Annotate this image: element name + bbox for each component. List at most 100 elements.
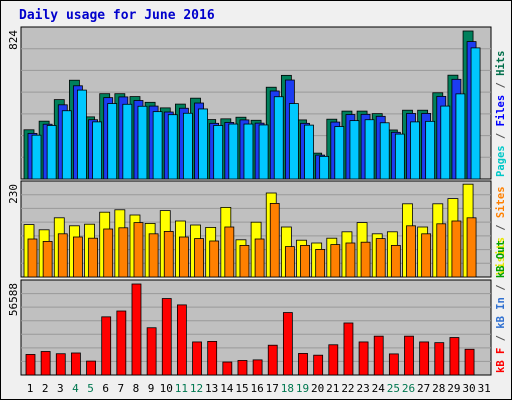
x-tick-label-day-15: 15 [235, 382, 248, 395]
bar-sites-day-24 [375, 238, 386, 278]
bar-sites-day-29 [451, 220, 462, 278]
x-tick-label-day-23: 23 [356, 382, 369, 395]
x-tick-label-day-30: 30 [462, 382, 475, 395]
x-tick-label-day-14: 14 [220, 382, 234, 395]
x-tick-label-day-7: 7 [118, 382, 125, 395]
bar-kb-f-day-26 [404, 335, 414, 376]
chart-panel-2-legend: Visits / Sites [495, 186, 507, 275]
legend-visits: Visits [495, 237, 507, 275]
bar-sites-day-4 [73, 236, 83, 278]
x-tick-label-day-4: 4 [72, 382, 79, 395]
bar-sites-day-2 [42, 240, 53, 278]
bar-pages-day-13 [213, 125, 224, 180]
bar-pages-day-29 [455, 93, 466, 180]
bar-pages-day-2 [46, 125, 57, 180]
bar-sites-day-23 [360, 241, 371, 278]
bar-pages-day-26 [410, 121, 420, 180]
bar-kb-f-day-16 [252, 359, 263, 376]
bar-pages-day-25 [394, 133, 405, 180]
bar-sites-day-7 [118, 227, 129, 278]
bar-pages-day-17 [273, 96, 284, 180]
bar-kb-f-day-27 [419, 341, 430, 376]
bar-kb-f-day-21 [328, 344, 339, 376]
legend-pages: Pages [495, 145, 507, 177]
bar-pages-day-28 [440, 105, 451, 180]
bar-kb-f-day-13 [207, 341, 218, 376]
x-tick-label-day-29: 29 [447, 382, 460, 395]
bar-kb-f-day-22 [343, 322, 354, 376]
x-tick-label-day-24: 24 [372, 382, 386, 395]
legend-kb-f: kB F [495, 348, 507, 373]
x-tick-label-day-28: 28 [432, 382, 445, 395]
bar-sites-day-30 [466, 217, 477, 278]
x-tick-label-day-6: 6 [102, 382, 109, 395]
chart-panel-2-y-max-label: 230 [7, 184, 20, 204]
bar-kb-f-day-18 [282, 312, 293, 376]
bar-pages-day-30 [470, 47, 481, 180]
x-tick-label-day-9: 9 [148, 382, 155, 395]
bar-pages-day-7 [122, 103, 133, 180]
legend-sites: Sites [495, 186, 507, 218]
x-tick-label-day-2: 2 [42, 382, 49, 395]
bar-pages-day-9 [152, 111, 163, 180]
bar-pages-day-5 [92, 121, 102, 180]
bar-sites-day-21 [330, 244, 341, 278]
bar-kb-f-day-8 [131, 283, 142, 376]
bar-sites-day-26 [406, 225, 416, 278]
x-tick-label-day-18: 18 [281, 382, 294, 395]
bar-sites-day-1 [27, 238, 38, 278]
bar-kb-f-day-5 [86, 360, 96, 376]
legend-separator: / [495, 329, 507, 348]
bar-pages-day-11 [182, 112, 193, 180]
x-tick-label-day-5: 5 [87, 382, 94, 395]
bar-sites-day-12 [194, 238, 204, 278]
bar-kb-f-day-6 [101, 316, 112, 376]
x-tick-label-day-22: 22 [341, 382, 354, 395]
x-tick-label-day-16: 16 [250, 382, 263, 395]
x-tick-label-day-10: 10 [160, 382, 173, 395]
bar-sites-day-14 [224, 226, 235, 278]
x-tick-label-day-25: 25 [387, 382, 400, 395]
bar-pages-day-18 [288, 103, 299, 180]
bar-kb-f-day-20 [313, 354, 324, 376]
bar-sites-day-20 [315, 248, 326, 278]
x-tick-label-day-12: 12 [190, 382, 203, 395]
x-tick-label-day-11: 11 [175, 382, 188, 395]
legend-files: Files [495, 95, 507, 127]
bar-sites-day-9 [148, 233, 159, 278]
bar-sites-day-6 [103, 228, 114, 278]
bar-kb-f-day-3 [55, 353, 66, 376]
bar-sites-day-17 [269, 202, 280, 278]
bar-kb-f-day-19 [298, 353, 308, 376]
bar-kb-f-day-24 [373, 335, 384, 376]
bar-kb-f-day-23 [358, 341, 369, 376]
chart-panel-3-legend: kB F / kB In / kB Out [495, 240, 507, 373]
bar-sites-day-22 [345, 242, 356, 278]
chart-panel-1-y-max-label: 824 [7, 30, 20, 50]
bar-pages-day-27 [425, 120, 436, 180]
bar-sites-day-3 [57, 233, 68, 278]
bar-kb-f-day-4 [71, 352, 81, 376]
x-tick-label-day-8: 8 [133, 382, 140, 395]
bar-pages-day-20 [319, 155, 330, 180]
bar-pages-day-24 [379, 122, 390, 180]
bar-pages-day-14 [228, 123, 239, 180]
bar-kb-f-day-25 [388, 353, 399, 376]
bar-kb-f-day-30 [464, 348, 475, 376]
bar-pages-day-4 [77, 89, 87, 180]
bar-sites-day-5 [88, 237, 98, 278]
legend-separator: / [495, 126, 507, 145]
bar-kb-f-day-12 [192, 341, 202, 376]
bar-kb-f-day-7 [116, 310, 127, 376]
bar-pages-day-15 [243, 123, 254, 180]
x-tick-label-day-27: 27 [417, 382, 430, 395]
chart-panel-1-legend: Pages / Files / Hits [495, 51, 507, 177]
bar-kb-f-day-2 [40, 351, 51, 376]
bar-kb-f-day-10 [161, 298, 172, 376]
bar-kb-f-day-9 [146, 327, 157, 376]
bar-kb-f-day-11 [176, 304, 187, 376]
chart-panel-3-y-max-label: 56588 [7, 283, 20, 316]
x-tick-label-day-17: 17 [266, 382, 279, 395]
legend-kb-in: kB In [495, 297, 507, 329]
